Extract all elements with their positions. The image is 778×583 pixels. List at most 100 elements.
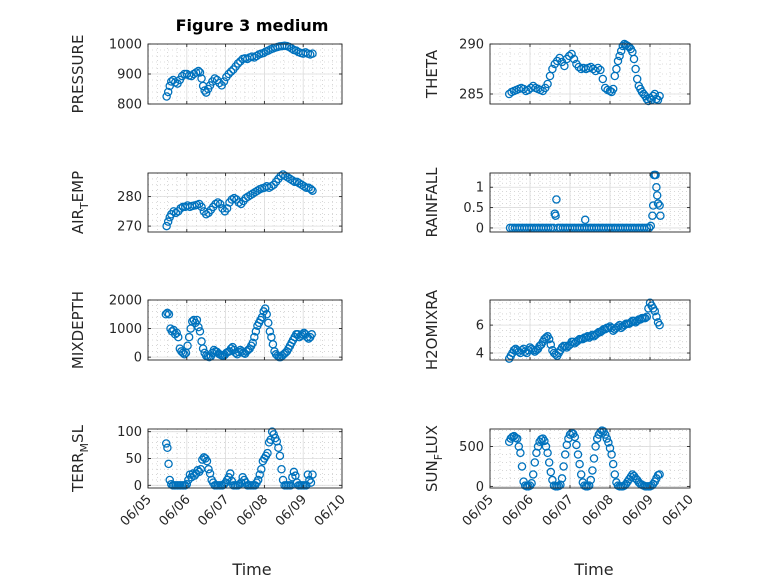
data-point (569, 54, 579, 64)
data-point (533, 442, 543, 451)
data-point (570, 432, 580, 442)
data-point (608, 84, 618, 94)
data-point (253, 475, 263, 485)
data-point (642, 312, 652, 321)
data-point (655, 470, 664, 479)
y-axis-label: PRESSURE (69, 35, 87, 114)
y-tick-label: 0 (134, 479, 142, 494)
data-point (164, 310, 174, 319)
data-point (161, 310, 171, 319)
data-point (274, 443, 283, 453)
data-point (572, 440, 581, 450)
data-point (586, 475, 596, 485)
axes-box (489, 428, 691, 489)
data-point (593, 63, 603, 73)
data-point (591, 442, 600, 451)
data-point (198, 344, 208, 353)
y-axis-label: THETA (423, 49, 441, 99)
data-point (306, 184, 316, 194)
data-point (528, 345, 538, 355)
data-point (631, 64, 640, 74)
subplot-rainfall: 0 0.5 1 RAINFALL (423, 167, 691, 238)
data-point (644, 223, 654, 233)
y-tick-label: 280 (117, 190, 142, 205)
data-point (308, 470, 317, 479)
data-point (648, 211, 657, 220)
data-point (543, 79, 552, 89)
data-point (215, 78, 224, 88)
data-point (161, 439, 171, 448)
data-point (264, 318, 273, 328)
data-point (215, 199, 225, 209)
data-point (546, 340, 556, 349)
data-point (598, 74, 608, 84)
data-point (602, 434, 612, 443)
y-tick-label: 290 (459, 38, 484, 53)
y-tick-label: 0.5 (463, 201, 484, 216)
data-point (180, 350, 189, 359)
data-point (163, 308, 172, 318)
data-point (560, 450, 570, 459)
data-point (194, 66, 203, 76)
data-point (163, 217, 173, 226)
data-point (527, 478, 536, 488)
data-point (551, 211, 560, 220)
data-point (251, 327, 261, 336)
data-point (197, 202, 206, 212)
data-point (275, 451, 285, 461)
data-point (277, 464, 286, 474)
data-point (653, 199, 663, 208)
data-point (174, 332, 183, 342)
subplot-pressure: 800 900 1000 PRESSURE (69, 35, 343, 114)
data-point (560, 341, 570, 351)
data-point (652, 182, 661, 192)
data-point (544, 458, 554, 467)
y-axis-label: H2OMIXRA (423, 289, 441, 370)
data-point (290, 177, 299, 187)
data-point (162, 92, 171, 101)
data-point (557, 474, 567, 483)
axes-box (489, 299, 691, 361)
y-tick-label: 100 (117, 425, 142, 440)
data-point (612, 64, 621, 74)
data-point (164, 459, 173, 469)
data-point (648, 201, 658, 210)
figure-title: Figure 3 medium (176, 16, 329, 35)
data-point (588, 466, 597, 475)
data-point (652, 312, 661, 321)
data-point (608, 459, 618, 469)
data-point (548, 64, 557, 74)
data-point (195, 68, 205, 77)
data-point (655, 91, 664, 101)
y-tick-label: 1000 (109, 38, 142, 53)
axes-box (489, 172, 691, 233)
subplot-theta: 285 290 THETA (423, 38, 691, 106)
data-point (583, 332, 592, 341)
data-point (575, 459, 584, 469)
y-axis-label: RAINFALL (423, 167, 441, 238)
data-point (308, 49, 317, 58)
data-point (289, 467, 299, 477)
y-tick-label: 285 (459, 88, 484, 103)
data-point (629, 54, 639, 64)
data-point (260, 304, 270, 313)
data-point (194, 322, 203, 332)
data-point (183, 341, 192, 350)
data-point (655, 320, 664, 330)
y-tick-label: 50 (125, 452, 142, 467)
data-point (607, 450, 616, 459)
data-point (552, 195, 561, 204)
data-point (265, 327, 275, 336)
data-point (610, 470, 620, 479)
y-tick-label: 2000 (109, 294, 142, 309)
data-point (178, 348, 188, 358)
data-point (195, 327, 205, 336)
data-point (613, 56, 623, 66)
y-axis-label: MIXDEPTH (69, 291, 87, 369)
data-point (163, 443, 172, 453)
y-tick-label: 0 (134, 351, 142, 366)
data-point (172, 328, 181, 338)
data-point (640, 313, 650, 323)
data-point (248, 338, 258, 348)
